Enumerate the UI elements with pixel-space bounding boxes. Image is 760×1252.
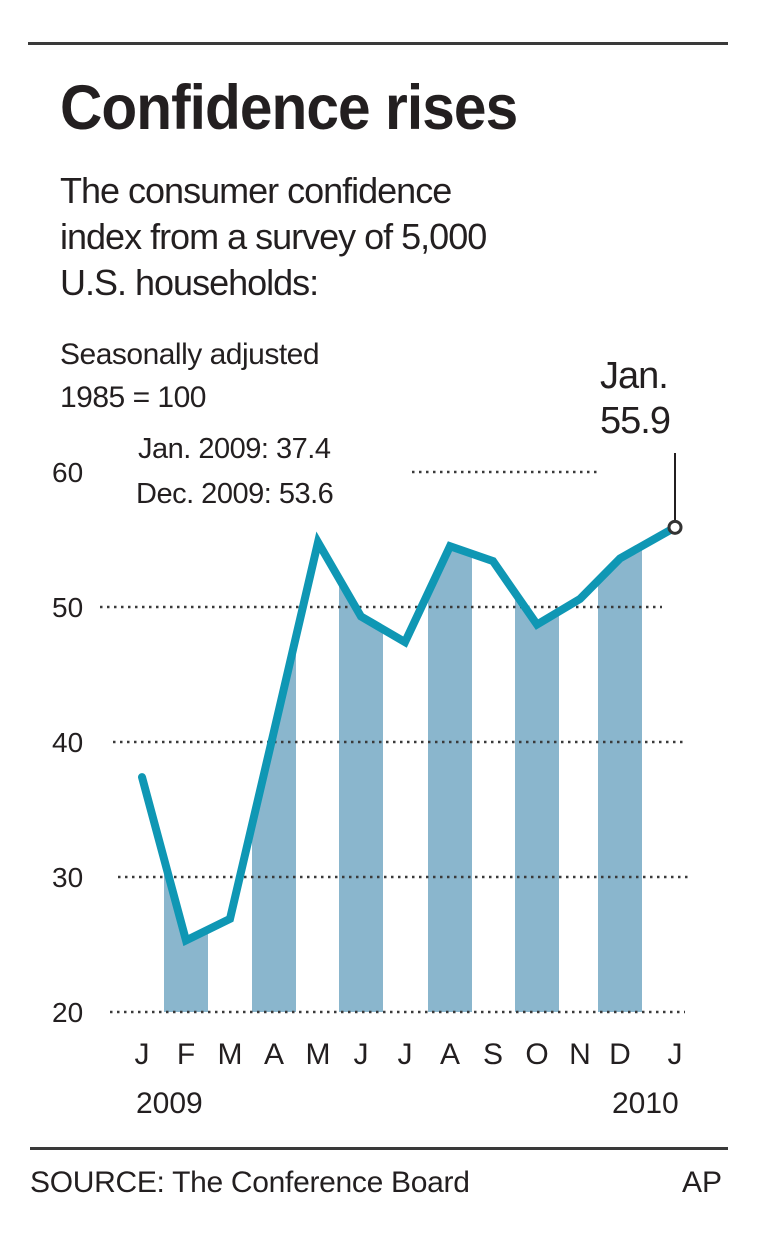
y-axis-ticks: 20 30 40 50 60 [52,457,83,1028]
x-tick-label: S [483,1038,503,1071]
annotation-jan-2009: Jan. 2009: 37.4 [138,433,331,465]
x-tick-label: M [218,1038,243,1071]
callout-marker-group [667,453,683,535]
shaded-band [515,592,559,1012]
base-note: 1985 = 100 [60,381,206,414]
agency-credit: AP [682,1166,723,1199]
x-tick-label: D [609,1038,631,1071]
x-tick-label: F [177,1038,195,1071]
subtitle-line: The consumer confidence [60,170,452,211]
chart-title: Confidence rises [60,73,518,143]
x-tick-label: J [398,1038,413,1071]
gridlines [100,470,690,1014]
units-note: Seasonally adjusted [60,338,320,371]
year-label-2009: 2009 [136,1087,203,1120]
y-tick-label: 60 [52,457,83,488]
x-tick-label: O [525,1038,548,1071]
x-tick-label: M [306,1038,331,1071]
year-label-2010: 2010 [612,1087,679,1120]
series-line [138,523,679,947]
shaded-band [164,858,208,1012]
shaded-band [339,578,383,1012]
x-tick-label: J [135,1038,150,1071]
callout-value: 55.9 [600,400,671,442]
x-tick-label: A [440,1038,460,1071]
y-tick-label: 50 [52,592,83,623]
callout-month: Jan. [600,355,669,397]
y-tick-label: 30 [52,862,83,893]
shaded-bands [164,545,642,1012]
y-tick-label: 40 [52,727,83,758]
annotation-dec-2009: Dec. 2009: 53.6 [136,478,334,510]
x-tick-label: N [569,1038,591,1071]
shaded-band [252,636,296,1012]
x-tick-label: A [264,1038,284,1071]
shaded-band [598,545,642,1012]
shaded-band [428,546,472,1012]
subtitle-line: U.S. households: [60,262,319,303]
subtitle-line: index from a survey of 5,000 [60,216,487,257]
y-tick-label: 20 [52,997,83,1028]
callout-marker [667,519,683,535]
top-rule [28,42,728,45]
x-tick-label: J [354,1038,369,1071]
bottom-rule [30,1147,728,1150]
chart-subtitle: The consumer confidence index from a sur… [60,168,487,306]
series-line-group [138,523,679,947]
x-tick-label: J [668,1038,683,1071]
source-credit: SOURCE: The Conference Board [30,1166,470,1199]
